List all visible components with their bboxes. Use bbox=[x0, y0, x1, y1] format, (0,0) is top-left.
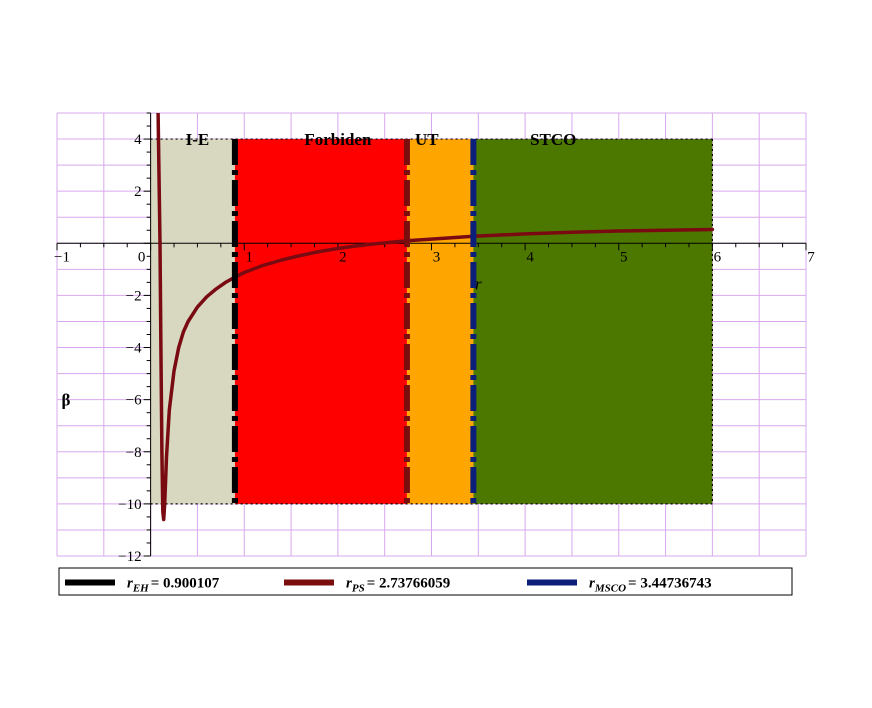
x-tick-label: 6 bbox=[714, 249, 722, 265]
y-tick-label: −10 bbox=[118, 497, 141, 513]
x-tick-label: 4 bbox=[526, 249, 534, 265]
tick-labels: −1 0 1 2 3 4 5 6 742−2−4−6−8−10−12 bbox=[54, 132, 815, 565]
y-tick-label: −8 bbox=[126, 445, 142, 461]
y-tick-label: −12 bbox=[118, 549, 141, 565]
region-label-i-e: I-E bbox=[186, 130, 210, 149]
region-label-ut: UT bbox=[415, 130, 439, 149]
x-tick-label: 3 bbox=[433, 249, 441, 265]
x-tick-label: −1 bbox=[54, 249, 70, 265]
x-tick-label: 5 bbox=[620, 249, 628, 265]
y-axis-label: β bbox=[62, 391, 71, 410]
axes bbox=[56, 112, 807, 557]
legend-entry-r-msco: rMSCO = 3.44736743 bbox=[589, 576, 712, 595]
region-borders bbox=[150, 138, 713, 505]
x-tick-label: 7 bbox=[807, 249, 815, 265]
region-ut bbox=[406, 139, 474, 504]
legend-entry-r-ps: rPS = 2.73766059 bbox=[346, 576, 450, 595]
x-axis-label: r bbox=[475, 274, 482, 293]
region-i-e bbox=[150, 139, 235, 504]
legend: rEH = 0.900107 rPS = 2.73766059 rMSCO = 3.447… bbox=[58, 567, 793, 596]
legend-entry-r-eh: rEH = 0.900107 bbox=[127, 576, 220, 595]
region-label-stco: STCO bbox=[530, 130, 576, 149]
x-tick-label: 0 bbox=[138, 249, 146, 265]
region-forbiden bbox=[234, 139, 407, 504]
y-tick-label: −4 bbox=[126, 341, 142, 357]
region-label-forbiden: Forbiden bbox=[304, 130, 372, 149]
y-tick-label: −2 bbox=[126, 288, 142, 304]
x-tick-label: 1 bbox=[246, 249, 254, 265]
region-stco bbox=[473, 139, 713, 504]
y-tick-label: −6 bbox=[126, 393, 142, 409]
vertical-lines bbox=[231, 139, 477, 504]
legend-box bbox=[58, 567, 793, 596]
y-tick-label: 2 bbox=[134, 184, 142, 200]
y-tick-label: 4 bbox=[134, 132, 142, 148]
region-labels: I-E Forbiden UT STCO bbox=[186, 130, 577, 149]
regions bbox=[150, 139, 713, 504]
x-tick-label: 2 bbox=[339, 249, 347, 265]
